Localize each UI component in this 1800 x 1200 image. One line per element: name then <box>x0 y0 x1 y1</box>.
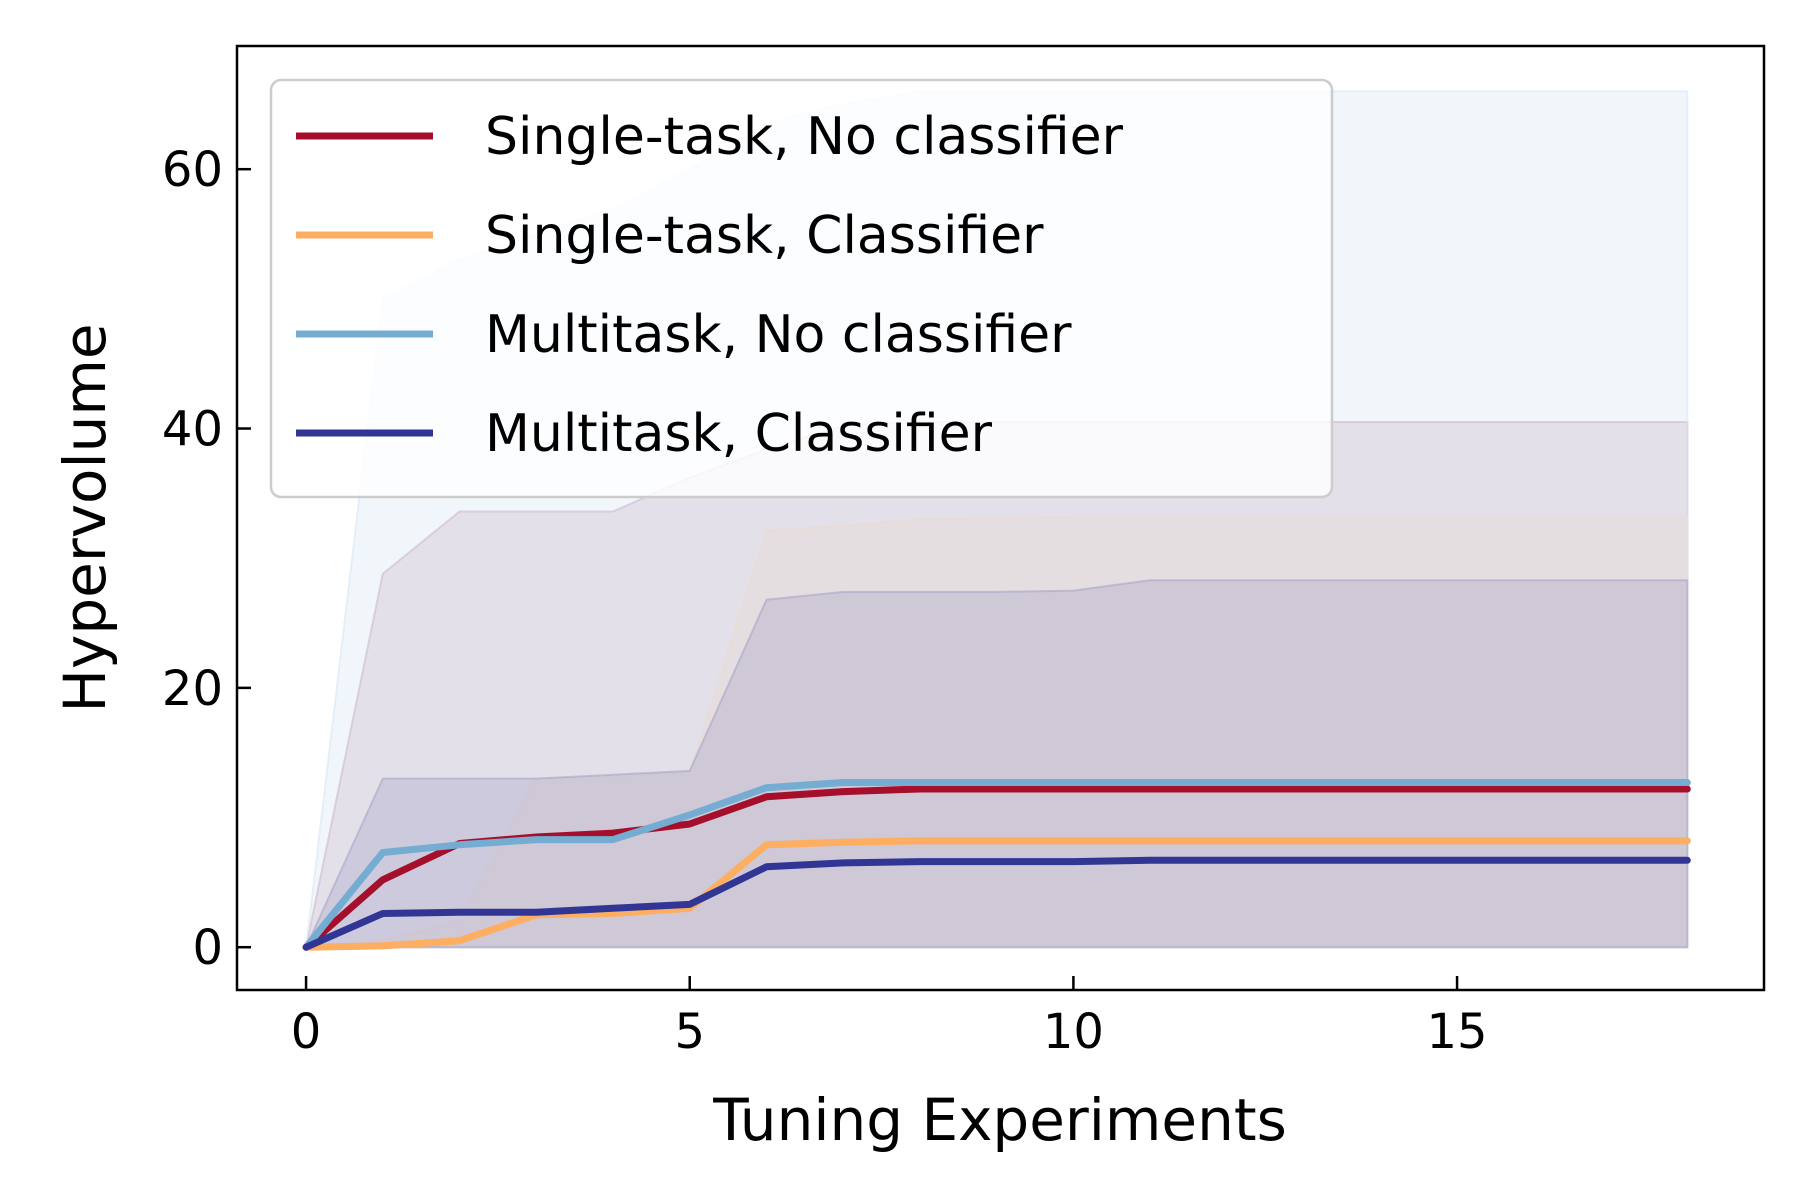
x-tick-label: 15 <box>1427 1004 1488 1060</box>
x-axis-ticks: 0 5 10 15 <box>291 976 1488 1060</box>
legend-label-multitask-no-classifier: Multitask, No classifier <box>485 305 1072 365</box>
y-axis-title: Hypervolume <box>51 323 119 712</box>
x-tick-label: 10 <box>1043 1004 1104 1060</box>
legend: Single-task, No classifier Single-task, C… <box>269 78 1334 499</box>
legend-label-multitask-classifier: Multitask, Classifier <box>485 404 993 464</box>
line-multitask-no-classifier <box>302 779 1691 951</box>
series-lines <box>302 779 1691 951</box>
plot-frame <box>235 44 1766 992</box>
y-tick-label: 20 <box>162 661 223 717</box>
y-tick-label: 60 <box>162 142 223 198</box>
y-tick-label: 0 <box>192 920 223 976</box>
y-tick-label: 40 <box>162 402 223 458</box>
legend-label-single-task-classifier: Single-task, Classifier <box>485 206 1044 266</box>
legend-box <box>269 78 1334 499</box>
band-multitask-classifier <box>304 579 1689 949</box>
x-tick-label: 5 <box>674 1004 705 1060</box>
y-axis-ticks: 0 20 40 60 <box>162 142 251 976</box>
x-tick-label: 0 <box>291 1004 322 1060</box>
x-axis-title: Tuning Experiments <box>712 1086 1287 1154</box>
legend-label-single-task-no-classifier: Single-task, No classifier <box>485 107 1124 167</box>
line-multitask-classifier <box>302 856 1691 951</box>
